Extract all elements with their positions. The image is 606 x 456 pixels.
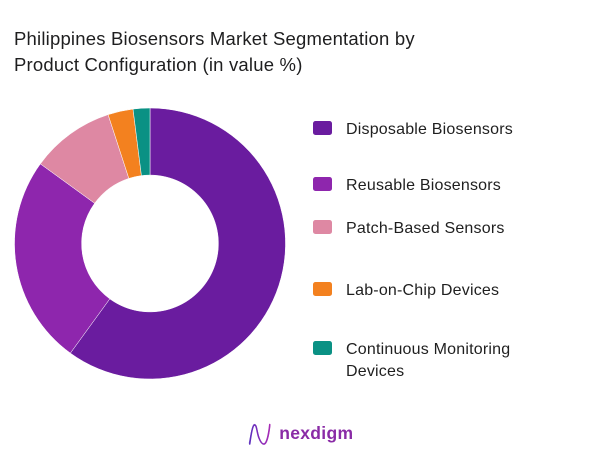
donut-slice-0 xyxy=(70,107,286,380)
legend-swatch-icon xyxy=(313,341,332,355)
legend-swatch-icon xyxy=(313,282,332,296)
legend-item-4: Continuous Monitoring Devices xyxy=(313,339,568,383)
donut-chart xyxy=(0,93,300,393)
legend-label: Disposable Biosensors xyxy=(346,121,513,138)
brand-name: nexdigm xyxy=(279,423,354,443)
legend-label: Patch-Based Sensors xyxy=(346,220,505,237)
legend-item-0: Disposable Biosensors xyxy=(313,119,513,141)
chart-title: Philippines Biosensors Market Segmentati… xyxy=(14,26,574,78)
legend-label: Lab-on-Chip Devices xyxy=(346,282,500,299)
chart-title-line2: Product Configuration (in value %) xyxy=(14,54,303,75)
donut-slice-1 xyxy=(14,163,111,354)
legend-swatch-icon xyxy=(313,220,332,234)
legend-swatch-icon xyxy=(313,177,332,191)
legend-label: Reusable Biosensors xyxy=(346,177,501,194)
legend-item-3: Lab-on-Chip Devices xyxy=(313,280,499,302)
chart-title-line1: Philippines Biosensors Market Segmentati… xyxy=(14,28,415,49)
legend-item-2: Patch-Based Sensors xyxy=(313,218,505,240)
legend-swatch-icon xyxy=(313,121,332,135)
brand-footer: nexdigm xyxy=(246,419,353,448)
legend-item-1: Reusable Biosensors xyxy=(313,175,501,197)
donut-chart-svg xyxy=(14,107,286,380)
donut-slice-4 xyxy=(132,107,151,176)
legend-label: Continuous Monitoring Devices xyxy=(346,341,511,380)
nexdigm-n-logo-icon xyxy=(248,423,271,445)
